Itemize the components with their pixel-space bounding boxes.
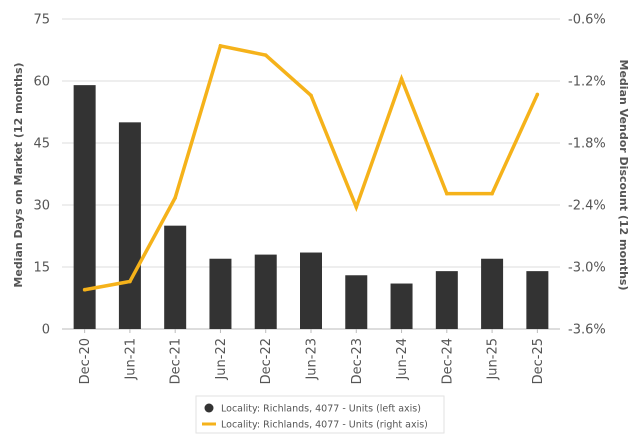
bar (300, 252, 322, 329)
line-point (128, 279, 132, 284)
x-tick-label: Dec-22 (259, 338, 274, 384)
legend-line-label: Locality: Richlands, 4077 - Units (right… (221, 420, 428, 431)
x-tick-label: Jun-21 (123, 338, 138, 381)
x-tick-label: Dec-21 (169, 338, 184, 384)
left-tick-label: 75 (33, 13, 50, 28)
left-axis-title: Median Days on Market (12 months) (12, 62, 25, 287)
right-tick-label: -2.4% (568, 199, 606, 214)
line-point (445, 191, 449, 196)
left-tick-label: 45 (33, 137, 50, 152)
line-point (309, 93, 313, 98)
bar (526, 271, 549, 329)
grid-lines (62, 18, 560, 330)
line-point (354, 205, 359, 209)
x-tick-label: Jun-24 (395, 338, 410, 381)
right-tick-label: -1.2% (568, 75, 606, 90)
x-tick-label: Jun-23 (305, 338, 320, 381)
right-tick-label: -3.6% (568, 323, 606, 338)
line-series (82, 43, 540, 292)
legend-box (195, 395, 445, 434)
bar (209, 258, 232, 329)
line-point (218, 44, 223, 48)
line-point (82, 287, 87, 292)
bar (435, 271, 458, 329)
left-tick-label: 0 (42, 323, 50, 338)
x-axis-ticks: Dec-20 Jun-21 Dec-21 Jun-22 Dec-22 Jun-23 Dec-… (78, 329, 546, 384)
bar (390, 283, 413, 329)
bar (73, 85, 96, 329)
bar-series (73, 85, 549, 329)
left-tick-label: 60 (33, 75, 50, 90)
bar (118, 122, 141, 329)
right-axis-ticks: -3.6% -3.0% -2.4% -1.8% -1.2% -0.6% (568, 13, 606, 338)
right-axis-title: Median Vendor Discount (12 months) (617, 60, 630, 291)
line-point (490, 191, 494, 196)
line-point (173, 195, 177, 200)
legend-bar-marker (204, 403, 214, 413)
x-tick-label: Dec-20 (78, 338, 93, 384)
bar (164, 225, 187, 329)
bar (254, 254, 277, 329)
left-tick-label: 15 (33, 261, 50, 276)
x-tick-label: Dec-25 (531, 338, 546, 384)
x-tick-label: Dec-23 (350, 338, 365, 384)
left-tick-label: 30 (33, 199, 50, 214)
left-axis-ticks: 0 15 30 45 60 75 (33, 13, 50, 338)
line-point (399, 77, 404, 81)
line-point (263, 53, 268, 57)
legend: Locality: Richlands, 4077 - Units (left … (195, 395, 445, 434)
line-point (535, 92, 540, 97)
right-tick-label: -1.8% (568, 137, 606, 152)
bar (481, 258, 504, 329)
right-tick-label: -3.0% (568, 261, 606, 276)
x-tick-label: Dec-24 (440, 338, 455, 384)
x-tick-label: Jun-22 (214, 338, 229, 381)
bar (345, 275, 368, 329)
right-tick-label: -0.6% (568, 13, 606, 28)
legend-bar-label: Locality: Richlands, 4077 - Units (left … (221, 404, 421, 415)
x-tick-label: Jun-25 (486, 338, 501, 381)
